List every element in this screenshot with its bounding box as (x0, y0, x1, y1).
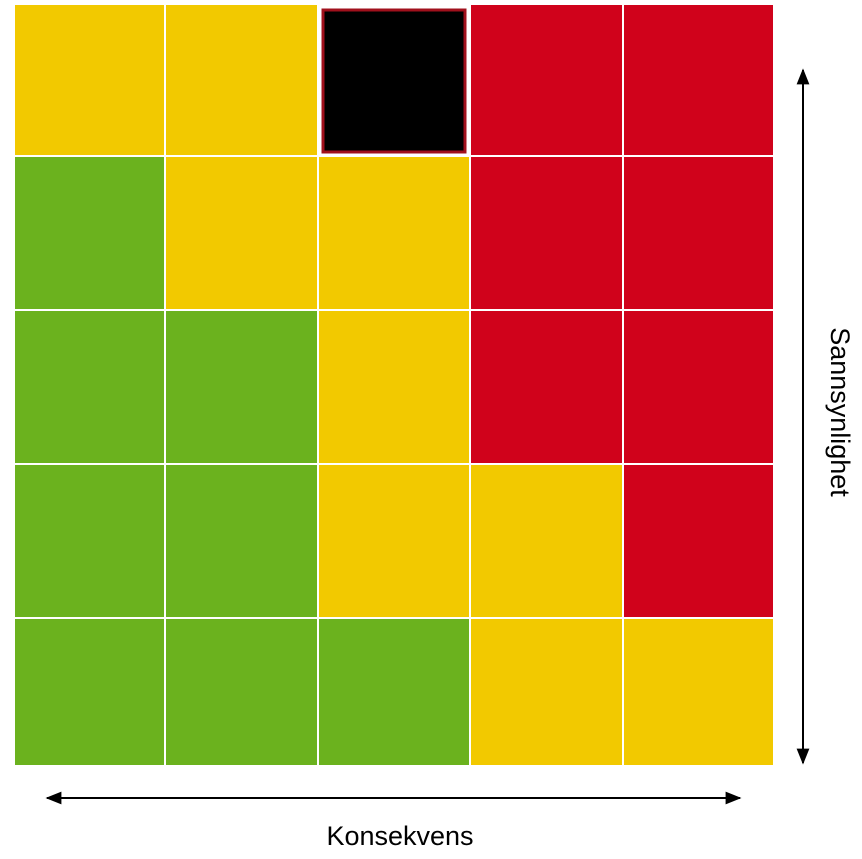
matrix-grid (15, 5, 773, 765)
risk-cell (624, 619, 773, 765)
y-axis-label: Sannsynlighet (825, 327, 855, 497)
risk-cell (319, 157, 469, 309)
risk-cell (471, 619, 622, 765)
risk-cell (321, 8, 467, 154)
risk-cell (471, 311, 622, 463)
risk-cell (166, 619, 317, 765)
risk-cell (15, 5, 164, 155)
risk-cell (624, 157, 773, 309)
risk-cell (15, 619, 164, 765)
risk-cell (319, 465, 469, 617)
risk-cell (15, 311, 164, 463)
risk-cell (624, 5, 773, 155)
risk-cell (319, 619, 469, 765)
risk-cell (319, 311, 469, 463)
risk-cell (15, 157, 164, 309)
risk-cell (624, 311, 773, 463)
x-axis-label: Konsekvens (326, 821, 473, 851)
risk-cell (471, 157, 622, 309)
risk-cell (15, 465, 164, 617)
risk-cell (166, 311, 317, 463)
risk-cell (471, 465, 622, 617)
risk-cell (624, 465, 773, 617)
risk-cell (166, 465, 317, 617)
risk-cell (471, 5, 622, 155)
risk-cell (166, 157, 317, 309)
risk-cell (166, 5, 317, 155)
